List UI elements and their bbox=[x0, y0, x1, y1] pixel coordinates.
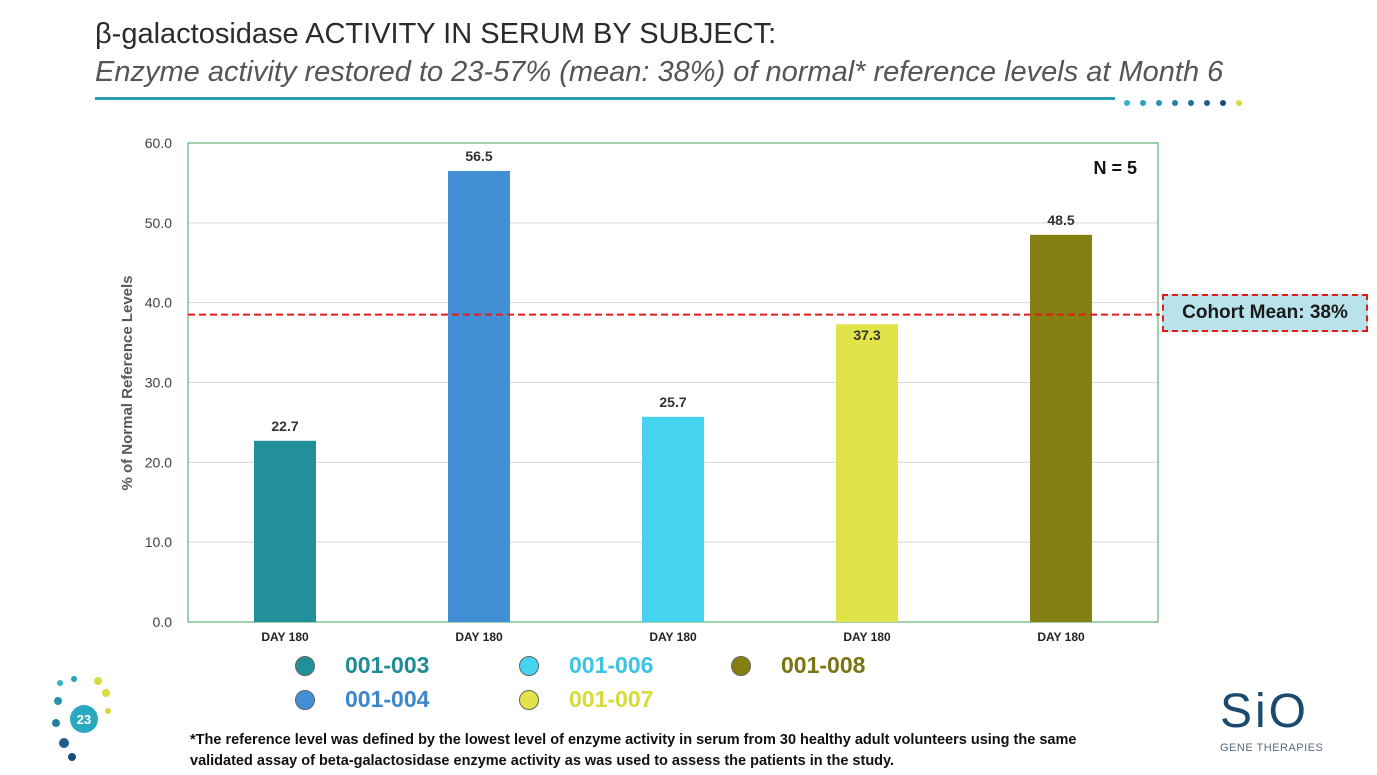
page-number-circle bbox=[70, 705, 98, 733]
bar-value-label: 37.3 bbox=[853, 327, 880, 343]
legend-marker bbox=[519, 655, 539, 676]
x-tick-label: DAY 180 bbox=[455, 630, 503, 644]
bar-001-008 bbox=[1030, 234, 1092, 622]
decorative-dots bbox=[1124, 93, 1252, 106]
y-tick-label: 20.0 bbox=[145, 454, 172, 470]
x-tick-label: DAY 180 bbox=[843, 630, 891, 644]
bar-value-label: 48.5 bbox=[1047, 212, 1074, 228]
title-divider bbox=[95, 97, 1115, 100]
logo-dot bbox=[52, 719, 60, 727]
legend-item-001-008: 001-008 bbox=[731, 652, 865, 679]
legend-item-001-007: 001-007 bbox=[519, 686, 653, 713]
bar-001-003 bbox=[254, 440, 316, 622]
legend-label: 001-006 bbox=[569, 652, 654, 678]
logo-dot bbox=[102, 689, 110, 697]
logo-dot bbox=[71, 676, 77, 682]
legend-item-001-004: 001-004 bbox=[295, 686, 429, 713]
logo-dot bbox=[54, 697, 62, 705]
legend-marker bbox=[519, 689, 539, 710]
y-tick-label: 10.0 bbox=[145, 534, 172, 550]
y-axis-label: % of Normal Reference Levels bbox=[119, 275, 136, 490]
x-tick-label: DAY 180 bbox=[261, 630, 309, 644]
page-number-badge: 23 bbox=[52, 676, 111, 761]
cohort-mean-label: Cohort Mean: 38% bbox=[1162, 294, 1368, 332]
bar-value-label: 22.7 bbox=[271, 418, 298, 434]
bar-001-004 bbox=[448, 170, 510, 623]
brand-wordmark: SiO bbox=[1220, 685, 1310, 738]
legend-item-001-006: 001-006 bbox=[519, 652, 653, 679]
brand-tagline: GENE THERAPIES bbox=[1220, 742, 1324, 754]
footnote-line-1: *The reference level was defined by the … bbox=[190, 732, 1077, 748]
legend-label: 001-007 bbox=[569, 686, 654, 712]
footnote: *The reference level was defined by the … bbox=[190, 730, 1170, 772]
x-tick-label: DAY 180 bbox=[1037, 630, 1085, 644]
y-tick-label: 30.0 bbox=[145, 375, 172, 391]
sample-size-annotation: N = 5 bbox=[1093, 158, 1137, 178]
page-title: β-galactosidase ACTIVITY IN SERUM BY SUB… bbox=[95, 18, 777, 50]
y-tick-label: 0.0 bbox=[153, 614, 173, 630]
legend-label: 001-003 bbox=[345, 652, 430, 678]
logo-dot bbox=[57, 680, 63, 686]
legend-label: 001-004 bbox=[345, 686, 430, 712]
page-number: 23 bbox=[77, 712, 91, 727]
legend-label: 001-008 bbox=[781, 652, 866, 678]
footnote-line-2: validated assay of beta-galactosidase en… bbox=[190, 753, 895, 769]
bar-value-label: 25.7 bbox=[659, 394, 686, 410]
logo-dot bbox=[68, 753, 76, 761]
x-tick-label: DAY 180 bbox=[649, 630, 697, 644]
legend-marker bbox=[731, 655, 751, 676]
bar-001-006 bbox=[642, 416, 704, 622]
logo-dot bbox=[94, 677, 102, 685]
brand-logo: SiO GENE THERAPIES bbox=[1220, 685, 1340, 755]
logo-dot bbox=[59, 738, 69, 748]
y-tick-label: 50.0 bbox=[145, 215, 172, 231]
bar-001-007 bbox=[836, 324, 898, 622]
legend-item-001-003: 001-003 bbox=[295, 652, 429, 679]
y-tick-label: 60.0 bbox=[145, 135, 172, 151]
legend-marker bbox=[295, 689, 315, 710]
logo-dot bbox=[105, 708, 111, 714]
bar-value-label: 56.5 bbox=[465, 148, 492, 164]
legend-marker bbox=[295, 655, 315, 676]
page-subtitle: Enzyme activity restored to 23-57% (mean… bbox=[95, 56, 1224, 88]
y-tick-label: 40.0 bbox=[145, 295, 172, 311]
